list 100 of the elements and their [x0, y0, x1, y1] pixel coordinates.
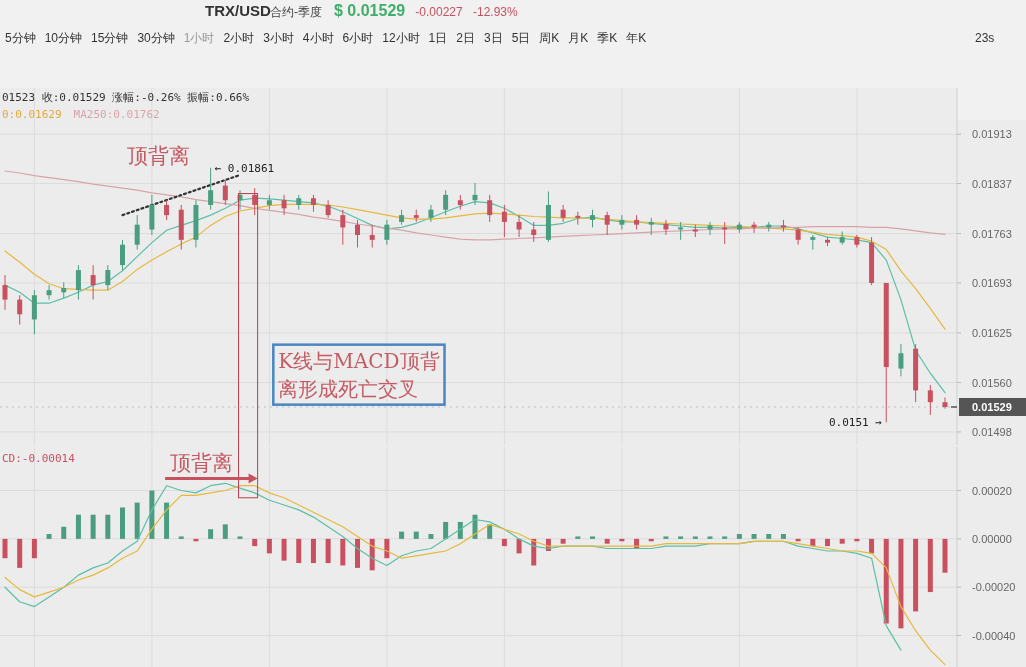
bar: [736, 534, 742, 539]
line-series: [4, 170, 946, 241]
text: 月K: [568, 31, 589, 45]
text: 4小时: [302, 31, 334, 45]
bar: [164, 502, 170, 539]
annotation: 顶背离: [169, 450, 233, 475]
bar: [252, 538, 258, 547]
bar: [604, 538, 610, 544]
text: 5分钟: [5, 31, 36, 45]
bar: [560, 538, 566, 544]
candlestick: [17, 294, 23, 326]
candlestick: [134, 214, 140, 251]
y-tick-label: 0.00020: [972, 484, 1012, 497]
bar: [384, 538, 390, 559]
text: 6小时: [342, 31, 374, 45]
y-tick-label: 0.01560: [972, 376, 1012, 389]
ref-line-label: 0.01529: [972, 400, 1012, 413]
text: 23s: [975, 31, 995, 45]
candlestick: [707, 221, 713, 236]
bar: [325, 538, 331, 564]
bar: [428, 534, 434, 539]
bar: [516, 538, 522, 554]
bar: [2, 538, 8, 559]
text: 3日: [483, 31, 503, 45]
text: 2日: [456, 31, 475, 45]
bar: [443, 521, 449, 539]
chart-title: TRX/USD: [205, 2, 271, 19]
text: 15分钟: [91, 31, 129, 45]
annotation: K线与MACD顶背离形成死亡交叉: [278, 348, 440, 401]
annotation: 顶背离: [126, 144, 190, 169]
text: 2小时: [223, 31, 255, 45]
text: -0.00227: [415, 5, 463, 19]
candlestick: [942, 396, 948, 410]
bar: [222, 524, 228, 539]
bar: [120, 507, 125, 539]
candlestick: [208, 167, 214, 211]
bar: [399, 531, 405, 539]
bar: [722, 536, 728, 539]
y-tick-label: 0.00000: [972, 532, 1012, 545]
candlestick: [164, 199, 170, 221]
candlestick: [604, 211, 610, 236]
y-tick-label: 0.01763: [972, 227, 1012, 240]
bar: [61, 526, 67, 539]
bar: [839, 538, 845, 544]
bar: [678, 536, 684, 539]
candlestick: [516, 214, 522, 238]
text: 12小时: [382, 31, 420, 45]
candlestick: [927, 384, 933, 416]
bar: [663, 536, 669, 539]
y-tick-label: 0.01837: [972, 177, 1012, 190]
candlestick: [120, 239, 125, 271]
bar: [17, 538, 23, 568]
y-tick-label: 0.01913: [972, 128, 1012, 141]
bar: [590, 536, 595, 539]
bar: [692, 536, 698, 539]
bar: [913, 538, 919, 612]
bar: [927, 538, 933, 593]
candlestick: [369, 224, 375, 249]
y-tick-label: 0.01693: [972, 276, 1012, 289]
bar: [208, 529, 214, 539]
candlestick: [384, 219, 390, 246]
bar: [898, 538, 904, 629]
candlestick: [2, 274, 8, 311]
candlestick: [281, 194, 287, 216]
bar: [340, 538, 346, 566]
candlestick: [560, 204, 566, 223]
text: -12.93%: [472, 5, 519, 19]
bar: [883, 538, 889, 624]
bar: [501, 538, 507, 547]
bar: [281, 538, 287, 561]
annotation: ← 0.01861: [214, 161, 275, 175]
bar: [266, 538, 272, 554]
bar: [105, 514, 111, 539]
bar: [134, 502, 140, 539]
candlestick: [90, 264, 96, 301]
candlestick: [428, 204, 434, 223]
chart-subtitle: 合约-季度: [270, 5, 322, 19]
bar: [355, 538, 360, 568]
text: 1小时: [183, 31, 215, 45]
text: 30分钟: [137, 31, 175, 45]
candlestick: [355, 219, 360, 249]
text: 1日: [428, 31, 448, 45]
candlestick: [487, 194, 493, 223]
y-tick-label: 0.01498: [972, 425, 1012, 438]
text: 5日: [511, 31, 531, 45]
bar: [90, 514, 96, 539]
bar: [75, 514, 81, 539]
text: 3小时: [263, 31, 294, 45]
bar: [766, 534, 772, 539]
bar: [825, 538, 830, 547]
bar: [46, 534, 52, 539]
candlestick: [252, 187, 258, 216]
annotation: 01523 收:0.01529 涨幅:-0.26% 振幅:0.66%: [2, 91, 250, 104]
y-tick-label: -0.00020: [972, 581, 1016, 594]
candlestick: [501, 204, 507, 238]
candlestick: [472, 182, 478, 206]
candlestick: [443, 189, 449, 216]
y-tick-label: 0.01625: [972, 326, 1012, 339]
candlestick: [619, 214, 625, 230]
bar: [178, 536, 184, 539]
